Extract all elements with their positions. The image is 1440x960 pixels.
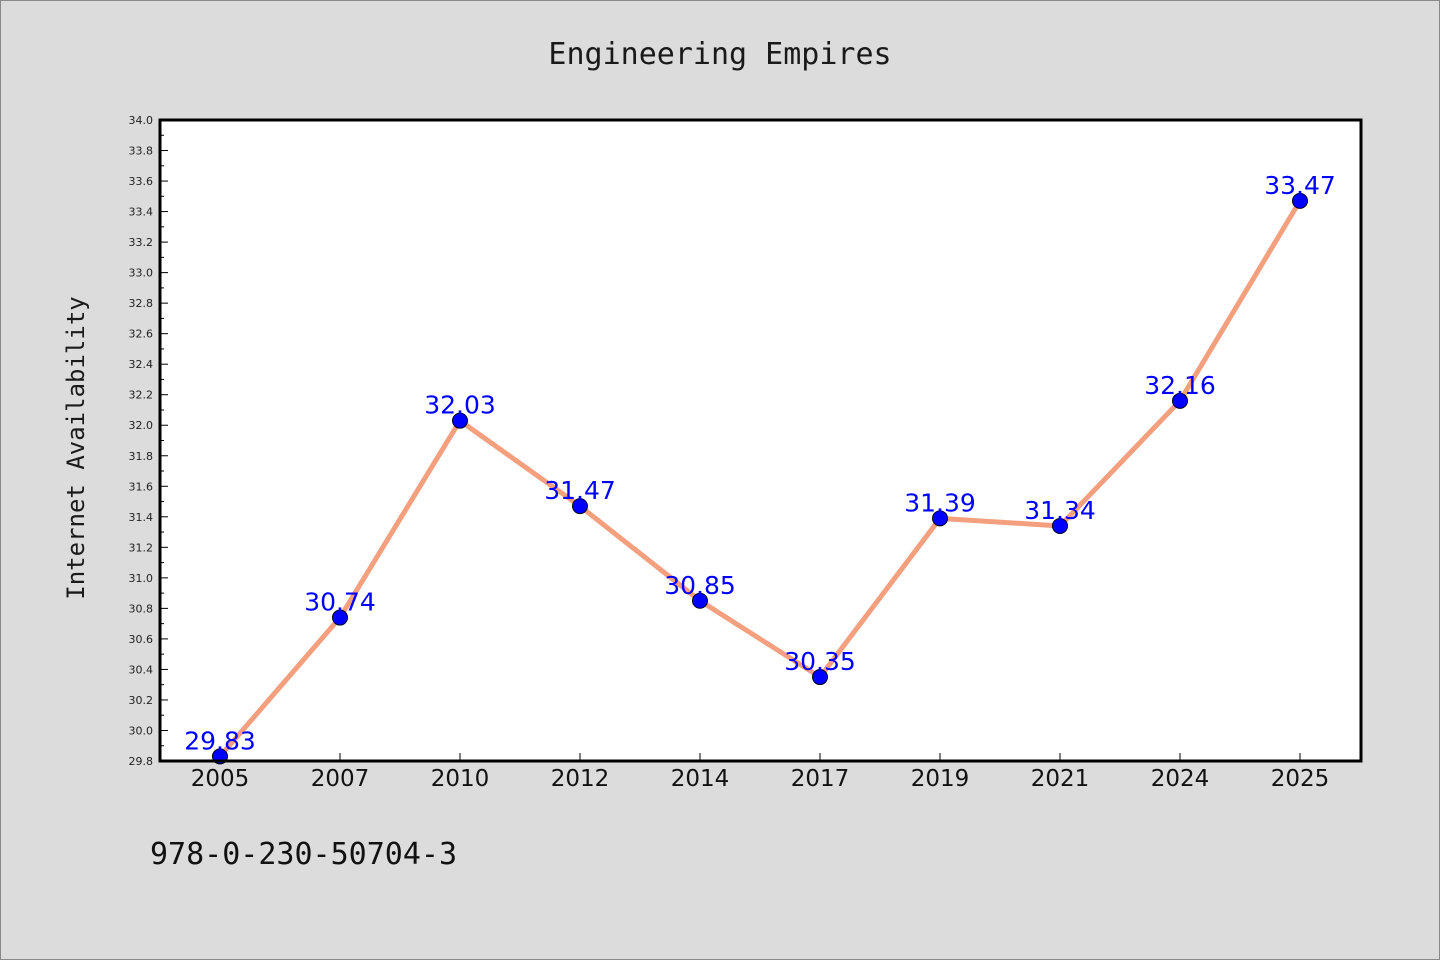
x-tick-label: 2021 <box>1031 766 1090 792</box>
y-axis-label: Internet Availability <box>62 296 90 599</box>
y-tick-label: 31.2 <box>129 541 154 554</box>
x-tick-label: 2010 <box>431 766 490 792</box>
plot-area <box>160 120 1361 761</box>
data-label: 31.39 <box>904 488 976 517</box>
y-tick-label: 33.0 <box>129 267 154 280</box>
x-tick-label: 2007 <box>311 766 370 792</box>
y-tick-label: 32.0 <box>129 419 154 432</box>
y-tick-label: 30.4 <box>129 663 154 676</box>
y-tick-label: 30.8 <box>129 602 154 615</box>
y-tick-label: 33.6 <box>129 175 154 188</box>
data-label: 32.03 <box>424 391 496 420</box>
data-label: 29.83 <box>184 726 256 755</box>
x-tick-label: 2005 <box>191 766 250 792</box>
x-axis: 2005 2007 2010 2012 2014 2017 2019 2021 2024 2025 <box>191 753 1330 792</box>
data-point <box>452 412 468 429</box>
y-tick-label: 31.8 <box>129 450 154 463</box>
data-label: 31.47 <box>544 476 616 505</box>
data-label: 30.74 <box>304 588 376 617</box>
y-tick-label: 29.8 <box>129 755 154 768</box>
y-tick-label: 32.2 <box>129 389 154 402</box>
chart-title: Engineering Empires <box>548 37 891 72</box>
data-label: 33.47 <box>1264 171 1336 200</box>
x-tick-label: 2017 <box>791 766 850 792</box>
data-label: 32.16 <box>1144 371 1216 400</box>
x-tick-label: 2024 <box>1151 766 1210 792</box>
data-point <box>1172 392 1188 409</box>
data-point <box>812 669 828 686</box>
series-line <box>217 198 1303 759</box>
data-label: 30.35 <box>784 647 856 676</box>
y-tick-label: 31.6 <box>129 480 154 493</box>
data-label: 30.85 <box>664 571 736 600</box>
y-tick-label: 32.4 <box>129 358 154 371</box>
data-point <box>1052 517 1068 534</box>
footnote: 978-0-230-50704-3 <box>150 837 457 872</box>
y-tick-label: 33.2 <box>129 236 154 249</box>
y-tick-label: 33.8 <box>129 145 154 158</box>
x-tick-label: 2019 <box>911 766 970 792</box>
data-point <box>692 592 708 609</box>
data-point <box>332 609 348 626</box>
plot-border <box>158 118 1363 763</box>
y-tick-label: 34.0 <box>129 114 154 127</box>
y-tick-label: 31.0 <box>129 572 154 585</box>
y-axis: 29.8 30.0 30.2 30.4 30.6 30.8 31.0 31.2 31.4 31.6… <box>129 114 168 768</box>
y-tick-label: 30.2 <box>129 694 154 707</box>
y-tick-label: 31.4 <box>129 511 154 524</box>
y-tick-label: 32.8 <box>129 297 154 310</box>
y-tick-label: 30.0 <box>129 724 154 737</box>
data-point <box>572 498 588 515</box>
data-point <box>932 510 948 527</box>
y-tick-label: 33.4 <box>129 206 154 219</box>
x-tick-label: 2012 <box>551 766 610 792</box>
x-tick-label: 2014 <box>671 766 730 792</box>
data-point <box>1292 192 1308 209</box>
x-tick-label: 2025 <box>1271 766 1330 792</box>
y-tick-label: 30.6 <box>129 633 154 646</box>
data-label: 31.34 <box>1024 496 1096 525</box>
y-tick-label: 32.6 <box>129 328 154 341</box>
